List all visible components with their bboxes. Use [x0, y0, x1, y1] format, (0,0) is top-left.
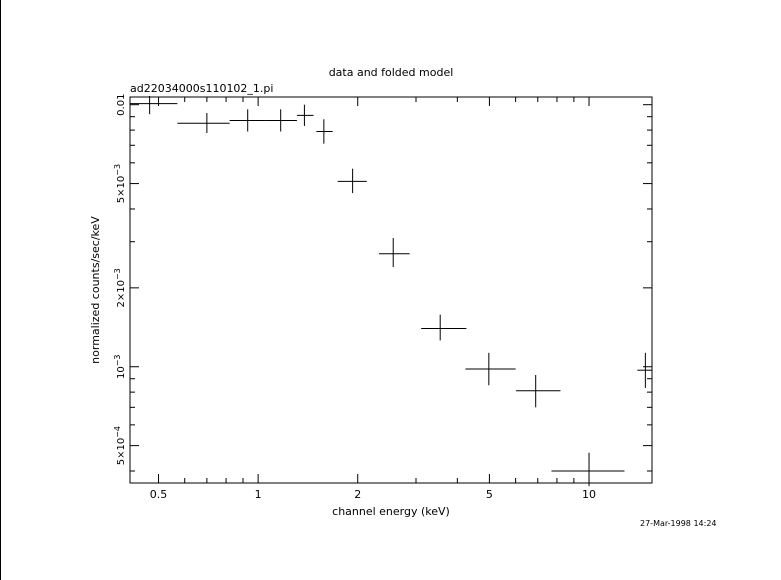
data-point — [637, 352, 652, 388]
data-point — [551, 452, 625, 487]
y-tick-label-exponent: −3 — [113, 354, 122, 366]
x-tick-label: 10 — [582, 488, 596, 501]
data-points — [130, 95, 652, 487]
x-tick-label: 2 — [354, 488, 361, 501]
data-point — [265, 109, 297, 132]
data-point — [421, 314, 467, 341]
data-point — [379, 237, 410, 268]
timestamp: 27-Mar-1998 14:24 — [640, 519, 717, 528]
y-tick-label-base: 2×10 — [116, 280, 127, 307]
y-tick-label-exponent: −3 — [113, 164, 122, 176]
y-tick-label: 5×10−3 — [113, 164, 127, 203]
data-point — [465, 352, 516, 386]
plot-frame — [129, 96, 653, 484]
y-axis-tick-labels: 0.015×10−32×10−310−35×10−4 — [113, 94, 127, 466]
chart-title: data and folded model — [329, 66, 454, 79]
x-axis-tick-labels: 0.5 1 2 5 10 — [150, 488, 596, 501]
data-point — [229, 109, 266, 132]
y-tick-label-base: 5×10 — [116, 176, 127, 203]
x-tick-label: 1 — [255, 488, 262, 501]
x-tick-label: 5 — [486, 488, 493, 501]
y-axis-label: normalized counts/sec/keV — [89, 216, 102, 364]
y-tick-label: 5×10−4 — [113, 426, 127, 465]
y-tick-label: 0.01 — [116, 94, 127, 116]
x-axis-label: channel energy (keV) — [332, 505, 450, 518]
y-tick-label: 10−3 — [113, 354, 127, 379]
y-tick-label-exponent: −3 — [113, 268, 122, 280]
y-tick-label-exponent: −4 — [113, 426, 122, 438]
y-axis-ticks — [130, 104, 652, 472]
data-point — [296, 104, 314, 126]
data-point — [177, 112, 230, 133]
data-point — [337, 168, 367, 194]
data-point — [130, 95, 178, 115]
x-axis-ticks — [158, 97, 590, 483]
left-border-line — [0, 0, 1, 580]
y-tick-label-base: 5×10 — [116, 438, 127, 465]
y-tick-label-base: 0.01 — [116, 94, 127, 116]
chart-subtitle: ad22034000s110102_1.pi — [130, 82, 273, 95]
data-point — [316, 119, 333, 144]
data-point — [516, 374, 561, 408]
x-tick-label: 0.5 — [150, 488, 168, 501]
y-tick-label-base: 10 — [116, 366, 127, 379]
y-tick-label: 2×10−3 — [113, 268, 127, 307]
